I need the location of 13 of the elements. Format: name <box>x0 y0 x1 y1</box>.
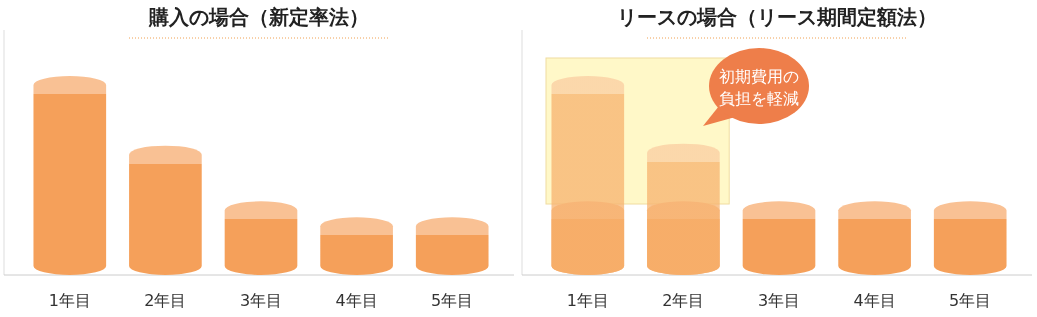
chart-title: 購入の場合（新定率法） <box>148 5 369 29</box>
annotation: 初期費用の負担を軽減 <box>719 67 799 108</box>
x-tick-label: 5年目 <box>949 291 992 310</box>
chart-title: リースの場合（リース期間定額法） <box>617 5 937 29</box>
x-tick-label: 2年目 <box>144 291 187 310</box>
x-tick-label: 1年目 <box>48 291 91 310</box>
x-tick-label: 4年目 <box>335 291 378 310</box>
x-tick-label: 3年目 <box>239 291 283 310</box>
x-tick-label: 4年目 <box>853 291 896 310</box>
x-tick-label: 3年目 <box>757 291 801 310</box>
x-tick-label: 2年目 <box>662 291 705 310</box>
x-tick-label: 5年目 <box>431 291 474 310</box>
x-tick-label: 1年目 <box>566 291 609 310</box>
